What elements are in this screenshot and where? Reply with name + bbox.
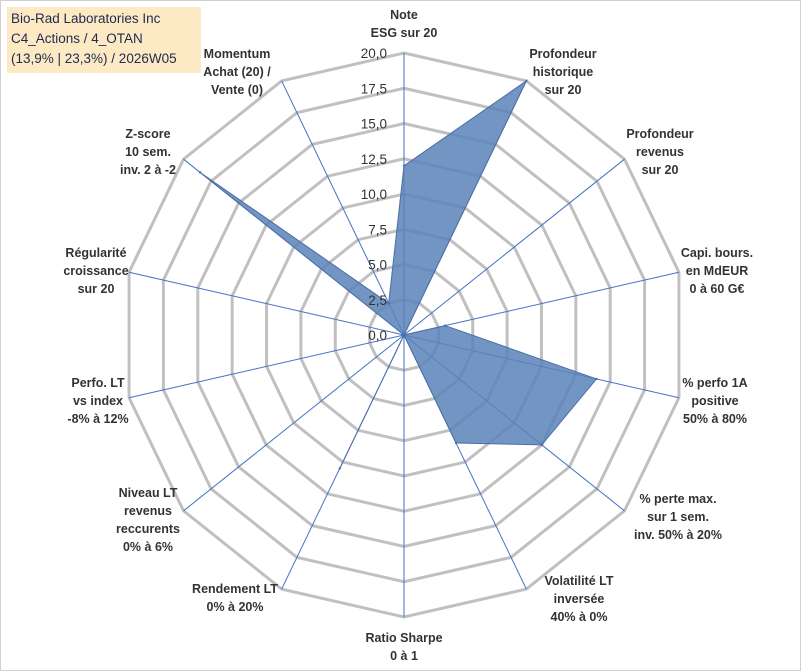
tick-label: 5,0 xyxy=(368,258,387,273)
axis-label: Capi. bours. en MdEUR 0 à 60 G€ xyxy=(681,246,753,296)
axis-label-line: inv. 2 à -2 xyxy=(120,163,176,177)
axis-label-line: Profondeur xyxy=(626,127,693,141)
tick-label: 15,0 xyxy=(361,117,387,132)
axis-label-line: 0 à 1 xyxy=(390,649,418,663)
axis-label-line: -8% à 12% xyxy=(67,412,128,426)
axis-label-line: en MdEUR xyxy=(686,264,749,278)
axis-label: % perfo 1A positive 50% à 80% xyxy=(682,376,747,426)
title-category: C4_Actions / 4_OTAN xyxy=(11,31,143,46)
axis-label-line: 40% à 0% xyxy=(551,610,608,624)
axis-label-line: inversée xyxy=(554,592,605,606)
axis-label-line: Volatilité LT xyxy=(545,574,614,588)
axis-label-line: sur 1 sem. xyxy=(647,510,709,524)
axis-label-line: % perfo 1A xyxy=(682,376,747,390)
data-point xyxy=(525,79,528,83)
axis-label-line: sur 20 xyxy=(78,282,115,296)
axis-label-line: revenus xyxy=(124,504,172,518)
axis-label-line: inv. 50% à 20% xyxy=(634,528,722,542)
tick-labels: 0,0 2,5 5,0 7,5 10,0 12,5 15,0 17,5 20,0 xyxy=(361,46,387,343)
data-points xyxy=(198,79,598,470)
axis-label-line: Z-score xyxy=(125,127,170,141)
axis-label-line: reccurents xyxy=(116,522,180,536)
axis-label-line: Niveau LT xyxy=(119,486,178,500)
axis-labels: Note ESG sur 20 Profondeur historique sur 20… xyxy=(63,8,753,663)
title-stats: (13,9% | 23,3%) / 2026W05 xyxy=(11,51,177,66)
axis-label-line: sur 20 xyxy=(545,83,582,97)
axis-label-line: Capi. bours. xyxy=(681,246,753,260)
tick-label: 10,0 xyxy=(361,187,387,202)
axis-label-line: % perte max. xyxy=(639,492,716,506)
data-point xyxy=(198,171,202,174)
axis-label-line: Vente (0) xyxy=(211,83,263,97)
axis-label-line: Rendement LT xyxy=(192,582,278,596)
axis-label: Régularité croissance sur 20 xyxy=(63,246,128,296)
axis-label-line: revenus xyxy=(636,145,684,159)
spoke-line xyxy=(128,271,405,336)
axis-label-line: Profondeur xyxy=(529,47,596,61)
data-area xyxy=(199,79,598,469)
axis-label: Profondeur revenus sur 20 xyxy=(626,127,693,177)
axis-label-line: 0 à 60 G€ xyxy=(690,282,745,296)
axis-label: Rendement LT 0% à 20% xyxy=(192,582,278,614)
axis-label: Perfo. LT vs index -8% à 12% xyxy=(67,376,128,426)
axis-label-line: 10 sem. xyxy=(125,145,171,159)
axis-label: Niveau LT revenus reccurents 0% à 6% xyxy=(116,486,180,554)
axis-label-line: Momentum xyxy=(204,47,271,61)
axis-label-line: Ratio Sharpe xyxy=(365,631,442,645)
chart-title-box: Bio-Rad Laboratories Inc C4_Actions / 4_… xyxy=(7,7,201,73)
axis-label-line: Régularité xyxy=(65,246,126,260)
axis-label-line: historique xyxy=(533,65,593,79)
axis-label-line: croissance xyxy=(63,264,128,278)
axis-label: Momentum Achat (20) / Vente (0) xyxy=(203,47,271,97)
tick-label: 0,0 xyxy=(368,328,387,343)
tick-label: 20,0 xyxy=(361,46,387,61)
spoke-line xyxy=(183,334,405,512)
axis-label-line: Achat (20) / xyxy=(203,65,271,79)
spoke-line xyxy=(281,80,405,336)
axis-label-line: 0% à 6% xyxy=(123,540,173,554)
data-point xyxy=(540,443,543,447)
data-point xyxy=(454,441,458,445)
axis-label-line: sur 20 xyxy=(642,163,679,177)
data-point xyxy=(402,164,406,167)
axis-label-line: positive xyxy=(691,394,738,408)
spoke-line xyxy=(403,271,680,336)
spoke-line xyxy=(403,158,625,336)
axis-label: Ratio Sharpe 0 à 1 xyxy=(365,631,442,663)
axis-label: Volatilité LT inversée 40% à 0% xyxy=(545,574,614,624)
axis-label-line: 50% à 80% xyxy=(683,412,747,426)
data-point xyxy=(387,302,390,305)
spoke-line xyxy=(128,334,405,399)
axis-label-line: Note xyxy=(390,8,418,22)
axis-label: Profondeur historique sur 20 xyxy=(529,47,596,97)
tick-label: 17,5 xyxy=(361,81,387,96)
data-point xyxy=(402,333,406,337)
title-company: Bio-Rad Laboratories Inc xyxy=(11,11,161,26)
data-point xyxy=(595,377,598,381)
axis-label-line: Perfo. LT xyxy=(71,376,125,390)
axis-label: Note ESG sur 20 xyxy=(371,8,438,40)
data-point xyxy=(338,467,341,470)
tick-label: 2,5 xyxy=(368,293,387,308)
axis-label-line: vs index xyxy=(73,394,123,408)
data-point xyxy=(444,324,447,327)
tick-label: 7,5 xyxy=(368,222,387,237)
axis-label-line: 0% à 20% xyxy=(207,600,264,614)
axis-label: % perte max. sur 1 sem. inv. 50% à 20% xyxy=(634,492,722,542)
axis-label: Z-score 10 sem. inv. 2 à -2 xyxy=(120,127,176,177)
axis-label-line: ESG sur 20 xyxy=(371,26,438,40)
tick-label: 12,5 xyxy=(361,152,387,167)
